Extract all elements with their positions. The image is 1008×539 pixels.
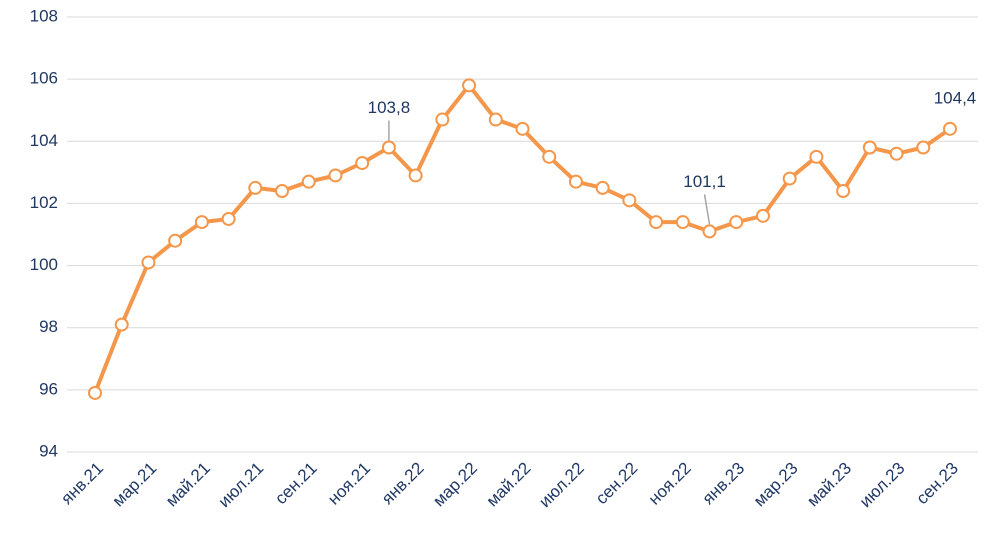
- data-label: 103,8: [368, 98, 411, 117]
- x-tick-label: янв.23: [699, 459, 749, 509]
- marker: [488, 112, 503, 127]
- marker: [221, 211, 236, 226]
- marker: [862, 140, 877, 155]
- x-tick-label: янв.21: [57, 459, 107, 509]
- marker: [194, 215, 209, 230]
- marker: [809, 149, 824, 164]
- marker: [114, 317, 129, 332]
- data-label: 104,4: [934, 88, 977, 107]
- x-tick-label: май.21: [162, 459, 214, 511]
- marker: [542, 149, 557, 164]
- marker: [88, 385, 102, 400]
- marker: [782, 171, 797, 186]
- x-tick-label: июл.23: [856, 459, 909, 512]
- x-tick-label: июл.22: [535, 459, 588, 512]
- x-tick-label: мар.23: [750, 459, 802, 511]
- marker: [622, 193, 637, 208]
- marker: [301, 174, 316, 189]
- x-tick-label: сен.22: [592, 459, 641, 508]
- marker: [275, 184, 290, 198]
- marker: [836, 184, 851, 198]
- y-tick-label: 104: [30, 131, 58, 150]
- marker: [381, 140, 396, 155]
- y-tick-label: 94: [39, 441, 58, 460]
- marker: [328, 168, 343, 183]
- marker: [702, 224, 717, 239]
- marker: [649, 215, 664, 230]
- marker: [943, 121, 957, 136]
- marker: [675, 215, 690, 230]
- x-tick-label: сен.21: [271, 459, 320, 508]
- marker: [889, 146, 904, 161]
- x-tick-label: мар.21: [109, 459, 161, 511]
- marker: [435, 112, 450, 127]
- leader-line: [703, 194, 711, 225]
- marker: [568, 174, 583, 189]
- x-tick-label: ноя.21: [324, 459, 374, 509]
- x-tick-label: янв.22: [378, 459, 428, 509]
- marker: [248, 180, 263, 195]
- marker: [515, 121, 530, 136]
- marker: [141, 255, 156, 270]
- x-tick-label: июл.21: [215, 459, 268, 512]
- x-tick-label: май.22: [483, 459, 535, 511]
- x-tick-label: ноя.22: [645, 459, 695, 509]
- marker: [755, 208, 770, 223]
- x-tick-label: мар.22: [429, 459, 481, 511]
- marker: [408, 168, 423, 183]
- marker: [595, 180, 610, 195]
- marker: [355, 156, 370, 171]
- y-tick-label: 96: [39, 379, 58, 398]
- y-tick-label: 106: [30, 69, 58, 88]
- y-tick-label: 98: [39, 317, 58, 336]
- x-tick-label: сен.23: [913, 459, 962, 508]
- marker: [916, 140, 931, 155]
- x-tick-label: май.23: [803, 459, 855, 511]
- data-label: 101,1: [683, 172, 726, 191]
- marker: [168, 233, 183, 248]
- marker: [462, 78, 477, 93]
- y-tick-label: 108: [30, 6, 58, 25]
- y-tick-label: 102: [30, 193, 58, 212]
- marker: [729, 215, 744, 230]
- y-tick-label: 100: [30, 255, 58, 274]
